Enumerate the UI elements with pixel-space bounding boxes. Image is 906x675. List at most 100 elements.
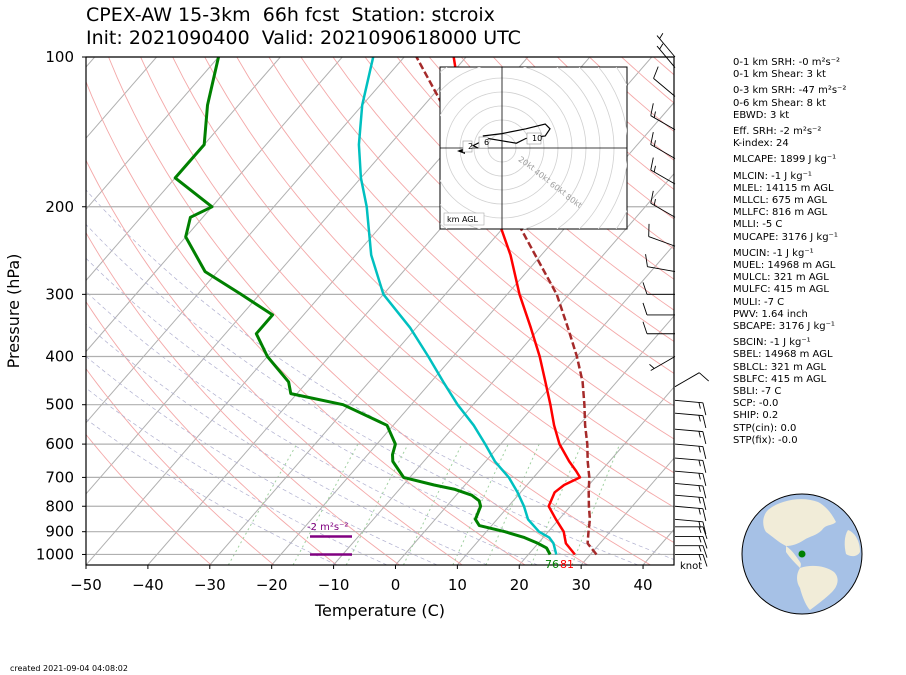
x-tick-label: −40 xyxy=(132,576,164,594)
wind-barb xyxy=(656,43,676,68)
barb-half-feather xyxy=(698,473,701,480)
y-tick-label: 1000 xyxy=(36,545,74,563)
barb-half-feather xyxy=(698,402,701,409)
dry-adiabat-line xyxy=(172,57,674,544)
param-item: SBLFC: 415 m AGL xyxy=(733,373,827,385)
hodograph-height-label: 2 xyxy=(468,142,473,151)
barb-half-feather xyxy=(698,545,702,552)
barb-staff xyxy=(656,35,676,58)
barb-staff xyxy=(650,202,676,218)
barb-staff xyxy=(674,483,703,487)
title-line-2: Init: 2021090400 Valid: 2021090618000 UT… xyxy=(86,27,521,49)
param-item: MLLFC: 816 m AGL xyxy=(733,207,828,219)
barb-staff xyxy=(648,236,676,247)
barb-staff xyxy=(647,266,676,273)
barb-half-feather xyxy=(653,140,656,147)
barb-full-feather xyxy=(702,508,707,522)
param-item: K-index: 24 xyxy=(733,138,789,150)
barb-staff xyxy=(674,399,703,404)
wind-barb xyxy=(650,103,676,131)
wind-barb xyxy=(645,254,676,273)
wind-barb xyxy=(656,32,676,58)
barb-full-feather xyxy=(650,157,654,171)
barb-staff xyxy=(674,443,703,447)
isotherm-line xyxy=(395,244,674,565)
chart-title: CPEX-AW 15-3km 66h fcst Station: stcroix… xyxy=(86,4,521,50)
barb-half-feather xyxy=(698,497,701,504)
barb-full-feather xyxy=(702,536,708,549)
wind-barb xyxy=(674,443,707,459)
param-item: 0-3 km SRH: -47 m²s⁻² xyxy=(733,85,847,97)
x-tick-label: −50 xyxy=(70,576,102,594)
barb-full-feather xyxy=(642,282,648,295)
param-item: MLLI: -5 C xyxy=(733,219,783,231)
isotherm-line xyxy=(86,57,405,424)
barb-half-feather xyxy=(649,363,655,369)
barb-staff xyxy=(656,45,676,68)
dry-adiabat-line xyxy=(268,57,674,440)
x-tick-label: 30 xyxy=(572,576,591,594)
wind-barb xyxy=(650,132,676,159)
barb-staff xyxy=(674,505,703,510)
wind-barb xyxy=(642,282,675,295)
x-tick-label: −20 xyxy=(256,576,288,594)
wind-barb xyxy=(674,483,707,499)
param-item: MULI: -7 C xyxy=(733,296,785,308)
barb-staff xyxy=(674,494,703,499)
param-item: MUCIN: -1 J kg⁻¹ xyxy=(733,247,814,259)
barb-unit-label: knot xyxy=(680,561,702,572)
barb-half-feather xyxy=(659,43,664,50)
barb-staff xyxy=(674,457,703,461)
locator-globe xyxy=(741,493,863,615)
dry-adiabat-line xyxy=(86,231,400,565)
barb-staff xyxy=(650,356,676,371)
param-item: MLLCL: 675 m AGL xyxy=(733,195,828,207)
plot-frame xyxy=(85,56,675,566)
station-marker xyxy=(798,550,806,558)
dry-adiabat-line xyxy=(332,57,674,374)
hodograph-height-box xyxy=(526,132,542,145)
barb-staff xyxy=(674,470,703,475)
x-tick-label: 10 xyxy=(448,576,467,594)
created-timestamp: created 2021-09-04 04:08:02 xyxy=(10,664,128,673)
param-item: SCP: -0.0 xyxy=(733,398,779,410)
wind-barb xyxy=(674,372,710,388)
isotherm-line xyxy=(86,57,343,353)
central-america-landmass xyxy=(786,546,801,568)
barb-half-feather xyxy=(659,32,664,39)
y-axis-ticks: 1000 900 800 700 600 500 400 300 200 100 xyxy=(36,48,86,563)
srh-annotation: -2 m²s⁻² xyxy=(307,522,348,533)
barb-full-feather xyxy=(702,402,707,416)
wind-barb xyxy=(653,66,676,97)
param-item: 0-6 km Shear: 8 kt xyxy=(733,97,826,109)
barb-full-feather xyxy=(702,415,707,429)
wind-barb xyxy=(674,399,707,416)
profile-traces xyxy=(173,57,598,556)
wind-barb xyxy=(674,494,707,511)
isotherm-line xyxy=(456,315,674,565)
isotherm-line xyxy=(86,57,219,211)
barb-full-feather xyxy=(653,66,659,79)
param-item: SBCIN: -1 J kg⁻¹ xyxy=(733,337,811,349)
param-item: 0-1 km SRH: -0 m²s⁻² xyxy=(733,57,840,68)
barb-half-feather xyxy=(698,431,701,438)
mixing-ratio-line xyxy=(345,443,409,565)
dry-adiabat-line xyxy=(86,301,337,565)
dry-adiabat-line xyxy=(108,57,588,565)
wind-barb xyxy=(674,505,707,522)
wetbulb-trace xyxy=(357,57,558,555)
isotherm-line xyxy=(86,57,467,495)
wind-barb xyxy=(674,457,707,473)
barb-full-feather xyxy=(702,485,707,499)
north-america-landmass xyxy=(763,499,836,546)
barb-staff xyxy=(674,428,703,433)
param-item: MLEL: 14115 m AGL xyxy=(733,182,834,194)
barb-full-feather xyxy=(698,372,710,382)
param-item: 0-1 km Shear: 3 kt xyxy=(733,69,826,81)
barb-half-feather xyxy=(698,521,701,528)
param-item: MULCL: 321 m AGL xyxy=(733,272,829,284)
barb-staff xyxy=(674,372,700,388)
wind-barb xyxy=(674,470,707,486)
y-tick-label: 100 xyxy=(45,48,74,66)
